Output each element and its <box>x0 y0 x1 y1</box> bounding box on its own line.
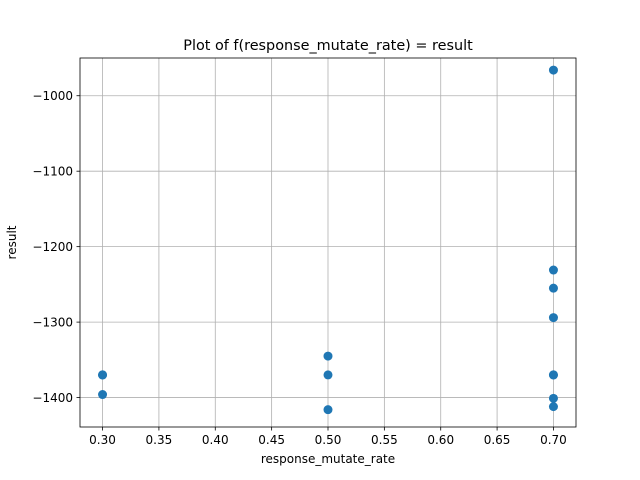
data-point <box>323 351 333 361</box>
data-point <box>548 283 558 293</box>
y-tick-label: −1300 <box>32 316 73 330</box>
y-axis-label: result <box>5 225 19 259</box>
data-point <box>98 370 108 380</box>
data-point <box>98 390 108 400</box>
data-point <box>548 393 558 403</box>
data-point <box>323 405 333 415</box>
grid <box>80 58 576 427</box>
y-tick-label: −1000 <box>32 89 73 103</box>
x-tick-label: 0.55 <box>371 433 398 447</box>
data-point <box>548 370 558 380</box>
x-tick-label: 0.50 <box>315 433 342 447</box>
x-tick-label: 0.45 <box>258 433 285 447</box>
data-points <box>98 65 558 415</box>
y-tick-label: −1400 <box>32 391 73 405</box>
x-tick-label: 0.60 <box>427 433 454 447</box>
x-axis-ticks: 0.30 0.35 0.40 0.45 0.50 0.55 0.60 0.65 0.70 <box>89 427 567 447</box>
chart-title: Plot of f(response_mutate_rate) = result <box>183 38 473 54</box>
data-point <box>548 65 558 75</box>
y-axis-ticks: −1400 −1300 −1200 −1100 −1000 <box>32 89 80 405</box>
x-tick-label: 0.70 <box>540 433 567 447</box>
data-point <box>548 402 558 412</box>
x-tick-label: 0.35 <box>146 433 173 447</box>
x-tick-label: 0.65 <box>484 433 511 447</box>
y-tick-label: −1200 <box>32 240 73 254</box>
data-point <box>548 265 558 275</box>
data-point <box>323 370 333 380</box>
y-tick-label: −1100 <box>32 165 73 179</box>
data-point <box>548 313 558 323</box>
x-tick-label: 0.30 <box>89 433 116 447</box>
x-tick-label: 0.40 <box>202 433 229 447</box>
x-axis-label: response_mutate_rate <box>261 452 395 466</box>
